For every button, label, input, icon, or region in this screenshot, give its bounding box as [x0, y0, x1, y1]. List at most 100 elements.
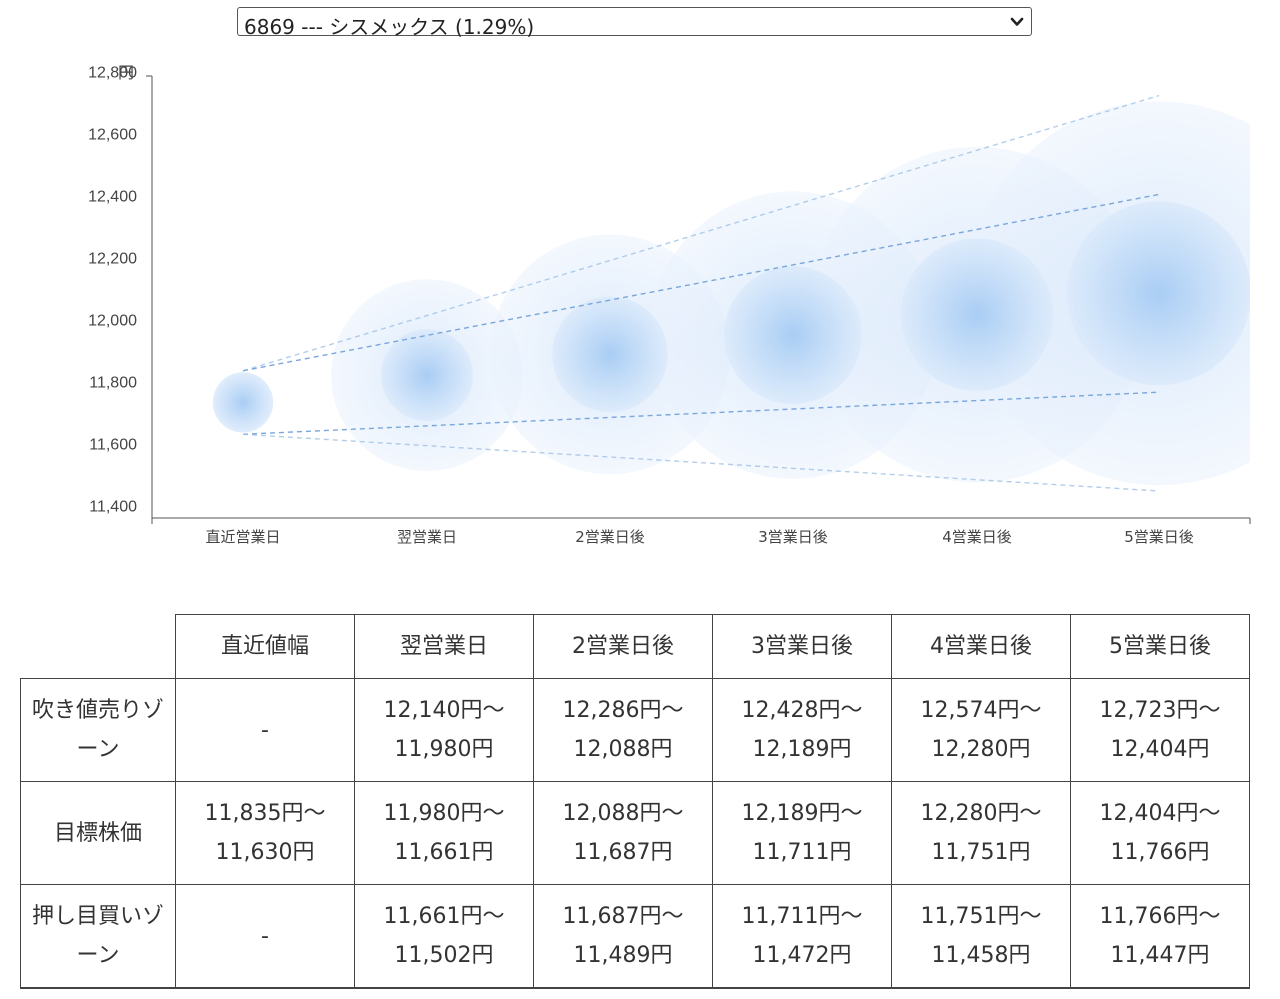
- table-cell: 12,286円〜 12,088円: [533, 678, 713, 782]
- cell-line: 11,751円〜: [920, 904, 1042, 929]
- cell-line: 12,140円〜: [383, 698, 505, 723]
- table-cell: 11,980円〜 11,661円: [354, 781, 534, 885]
- cell-line: 11,661円〜: [383, 904, 505, 929]
- target-bubble: [381, 329, 473, 422]
- cell-line: 12,574円〜: [920, 698, 1042, 723]
- cell-line: 12,286円〜: [562, 698, 684, 723]
- table-cell: 12,428円〜 12,189円: [712, 678, 892, 782]
- cell-line: 12,280円: [931, 737, 1031, 762]
- cell-line: 11,835円〜: [204, 801, 326, 826]
- range-lines: [242, 94, 1160, 492]
- cell-line: 11,766円: [1110, 840, 1210, 865]
- outer-high-line: [242, 94, 1160, 372]
- cell-line: 11,489円: [573, 943, 673, 968]
- cell-line: 11,687円: [573, 840, 673, 865]
- price-range-chart: 11,400 11,600 11,800 12,000 12,200 12,400 12,6…: [88, 65, 1251, 546]
- cell-line: 12,404円〜: [1099, 801, 1221, 826]
- y-tick-label: 12,400: [88, 189, 137, 206]
- target-bubble: [212, 372, 274, 433]
- table-header-cell: 4営業日後: [891, 614, 1071, 679]
- y-tick-label: 11,400: [89, 499, 137, 516]
- y-tick-label: 12,200: [88, 251, 137, 268]
- cell-line: -: [261, 923, 269, 949]
- chevron-down-icon: [1010, 17, 1024, 26]
- cell-line: -: [261, 717, 269, 743]
- table-row: 吹き値売りゾーン -12,140円〜 11,980円 12,286円〜 12,088円 1…: [20, 678, 1250, 782]
- target-bubble: [1067, 201, 1250, 386]
- cell-line: 12,404円: [1110, 737, 1210, 762]
- x-tick-label: 2営業日後: [575, 528, 645, 546]
- row-label-line: ゾーン: [76, 904, 165, 968]
- y-tick-label: 11,800: [89, 375, 137, 392]
- target-bubble: [552, 296, 668, 413]
- cell-line: 11,458円: [931, 943, 1031, 968]
- y-tick-label: 12,000: [88, 313, 137, 330]
- cell-line: 11,751円: [931, 840, 1031, 865]
- table-cell: 12,280円〜 11,751円: [891, 781, 1071, 885]
- table-cell: 11,835円〜 11,630円: [175, 781, 355, 885]
- y-tick-label: 11,600: [89, 437, 137, 454]
- zone-table: 直近値幅 翌営業日 2営業日後 3営業日後 4営業日後 5営業日後 吹き値売りゾ…: [20, 614, 1250, 989]
- x-tick-label: 4営業日後: [942, 528, 1012, 546]
- axes: 11,400 11,600 11,800 12,000 12,200 12,400 12,6…: [88, 65, 1251, 546]
- y-tick-label: 12,600: [88, 127, 137, 144]
- bubbles: [212, 101, 1250, 486]
- table-header-cell: 直近値幅: [175, 614, 355, 679]
- table-header-row: 直近値幅 翌営業日 2営業日後 3営業日後 4営業日後 5営業日後: [20, 614, 1250, 679]
- cell-line: 11,711円: [752, 840, 852, 865]
- table-cell: 12,088円〜 11,687円: [533, 781, 713, 885]
- cell-line: 11,502円: [394, 943, 494, 968]
- cell-line: 11,630円: [215, 840, 315, 865]
- target-high-line: [242, 193, 1160, 372]
- table-cell: 11,687円〜 11,489円: [533, 884, 713, 989]
- target-bubble: [724, 266, 862, 405]
- x-tick-label: 3営業日後: [758, 528, 828, 546]
- table-cell: 11,751円〜 11,458円: [891, 884, 1071, 989]
- table-header-cell: 2営業日後: [533, 614, 713, 679]
- cell-line: 11,766円〜: [1099, 904, 1221, 929]
- table-cell: 12,140円〜 11,980円: [354, 678, 534, 782]
- row-label-line: 吹き値売り: [31, 698, 142, 723]
- table-cell: 11,711円〜 11,472円: [712, 884, 892, 989]
- cell-line: 12,189円〜: [741, 801, 863, 826]
- table-cell: 12,404円〜 11,766円: [1070, 781, 1250, 885]
- row-label: 押し目買いゾーン: [20, 884, 176, 989]
- row-label-line: 押し目買い: [31, 904, 142, 929]
- table-cell: -: [175, 884, 355, 989]
- table-row: 目標株価 11,835円〜 11,630円 11,980円〜 11,661円 12,088…: [20, 781, 1250, 885]
- stock-select-value: 6869 --- シスメックス (1.29%): [244, 15, 535, 39]
- cell-line: 12,088円〜: [562, 801, 684, 826]
- table-cell: 12,723円〜 12,404円: [1070, 678, 1250, 782]
- cell-line: 11,711円〜: [741, 904, 863, 929]
- cell-line: 12,189円: [752, 737, 852, 762]
- table-header-cell: 3営業日後: [712, 614, 892, 679]
- cell-line: 11,447円: [1110, 943, 1210, 968]
- table-cell: 12,574円〜 12,280円: [891, 678, 1071, 782]
- table-cell: 11,766円〜 11,447円: [1070, 884, 1250, 989]
- table-header-cell: 翌営業日: [354, 614, 534, 679]
- cell-line: 12,280円〜: [920, 801, 1042, 826]
- row-label: 目標株価: [20, 781, 176, 885]
- cell-line: 11,687円〜: [562, 904, 684, 929]
- cell-line: 11,980円: [394, 737, 494, 762]
- y-tick-label: 12,800: [88, 65, 137, 82]
- row-label-line: ゾーン: [76, 698, 165, 762]
- table-header-cell: 5営業日後: [1070, 614, 1250, 679]
- stock-select[interactable]: 6869 --- シスメックス (1.29%): [237, 7, 1032, 39]
- cell-line: 11,661円: [394, 840, 494, 865]
- target-bubble: [900, 238, 1054, 391]
- cell-line: 12,428円〜: [741, 698, 863, 723]
- table-cell: -: [175, 678, 355, 782]
- x-tick-label: 5営業日後: [1124, 528, 1194, 546]
- x-tick-label: 直近営業日: [205, 528, 280, 546]
- table-row: 押し目買いゾーン -11,661円〜 11,502円 11,687円〜 11,489円 1…: [20, 884, 1250, 989]
- y-unit-label: 円: [118, 65, 134, 82]
- x-tick-label: 翌営業日: [397, 528, 457, 546]
- table-cell: 11,661円〜 11,502円: [354, 884, 534, 989]
- row-label: 吹き値売りゾーン: [20, 678, 176, 782]
- row-label-line: 目標株価: [53, 820, 142, 846]
- table-header-corner: [20, 614, 176, 679]
- table-cell: 12,189円〜 11,711円: [712, 781, 892, 885]
- cell-line: 11,472円: [752, 943, 852, 968]
- cell-line: 12,088円: [573, 737, 673, 762]
